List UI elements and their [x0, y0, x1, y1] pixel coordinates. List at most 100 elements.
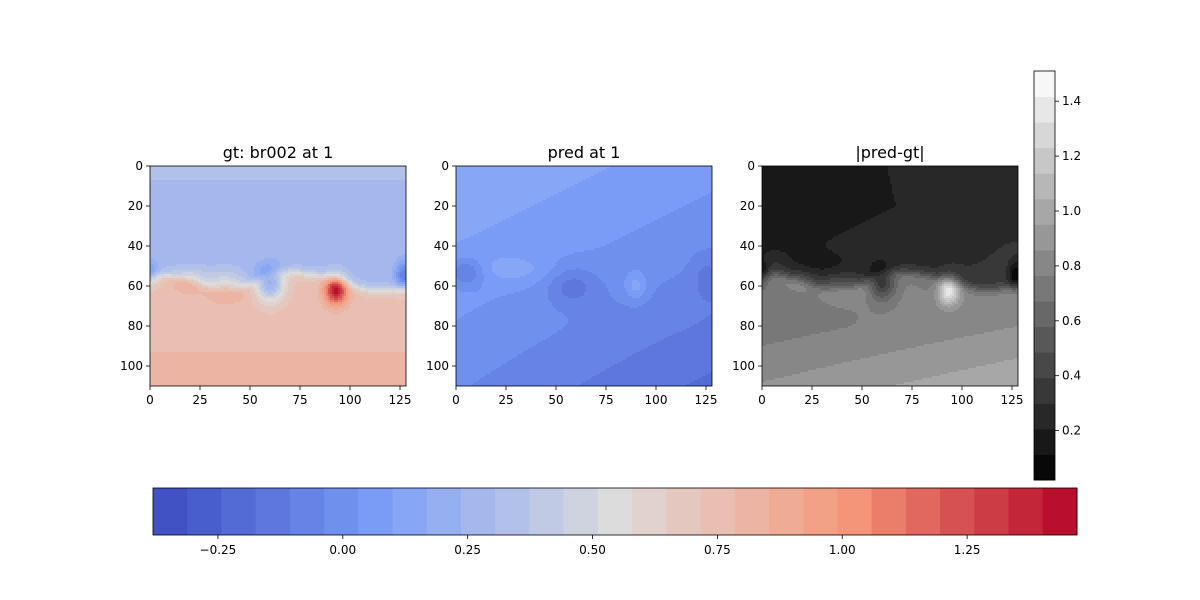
heat-cell — [208, 238, 211, 241]
heat-cell — [264, 218, 267, 221]
heat-cell — [400, 196, 403, 199]
heat-cell — [354, 216, 357, 219]
heat-cell — [180, 196, 183, 199]
heat-cell — [176, 222, 179, 225]
heat-cell — [384, 200, 387, 203]
heat-cell — [192, 222, 195, 225]
heat-cell — [250, 192, 253, 195]
heat-cell — [322, 234, 325, 237]
heat-cell — [402, 182, 405, 185]
heat-cell — [328, 166, 331, 169]
heat-cell — [240, 202, 243, 205]
heat-cell — [270, 230, 273, 233]
heat-cell — [396, 188, 399, 191]
heat-cell — [172, 176, 175, 179]
heat-cell — [352, 224, 355, 227]
heat-cell — [366, 230, 369, 233]
heat-cell — [154, 174, 157, 177]
heat-cell — [230, 214, 233, 217]
heat-cell — [254, 188, 257, 191]
heat-cell — [386, 236, 389, 239]
heat-cell — [296, 194, 299, 197]
heat-cell — [402, 224, 405, 227]
heat-cell — [332, 232, 335, 235]
heat-cell — [328, 200, 331, 203]
heat-cell — [316, 226, 319, 229]
heat-cell — [298, 192, 301, 195]
heat-cell — [238, 182, 241, 185]
heat-cell — [290, 212, 293, 215]
heat-cell — [158, 184, 161, 187]
heat-cell — [164, 182, 167, 185]
heat-cell — [192, 170, 195, 173]
heat-cell — [270, 186, 273, 189]
heat-cell — [318, 232, 321, 235]
heat-cell — [318, 224, 321, 227]
heat-cell — [364, 178, 367, 181]
heat-cell — [280, 216, 283, 219]
heat-cell — [286, 232, 289, 235]
heat-cell — [190, 180, 193, 183]
heat-cell — [270, 190, 273, 193]
heat-cell — [188, 212, 191, 215]
heat-cell — [376, 218, 379, 221]
heat-cell — [388, 172, 391, 175]
heat-cell — [384, 216, 387, 219]
heat-cell — [232, 180, 235, 183]
heat-cell — [230, 242, 233, 245]
heat-cell — [360, 230, 363, 233]
heat-cell — [324, 238, 327, 241]
heat-cell — [154, 228, 157, 231]
heat-cell — [264, 206, 267, 209]
heat-cell — [206, 166, 209, 169]
heat-cell — [312, 202, 315, 205]
heat-cell — [372, 188, 375, 191]
heat-cell — [272, 194, 275, 197]
heat-cell — [176, 200, 179, 203]
heat-cell — [208, 194, 211, 197]
heat-cell — [374, 216, 377, 219]
heat-cell — [400, 178, 403, 181]
heat-cell — [210, 224, 213, 227]
heat-cell — [164, 212, 167, 215]
heat-cell — [386, 206, 389, 209]
heat-cell — [158, 214, 161, 217]
heat-cell — [348, 184, 351, 187]
heat-cell — [372, 192, 375, 195]
heat-cell — [278, 174, 281, 177]
heat-cell — [368, 180, 371, 183]
heat-cell — [288, 228, 291, 231]
heat-cell — [310, 210, 313, 213]
heat-cell — [252, 216, 255, 219]
heat-cell — [286, 186, 289, 189]
heat-cell — [290, 172, 293, 175]
heat-cell — [258, 186, 261, 189]
heat-cell — [328, 214, 331, 217]
heat-cell — [160, 184, 163, 187]
heat-cell — [220, 228, 223, 231]
heat-cell — [210, 232, 213, 235]
heat-cell — [326, 224, 329, 227]
heat-cell — [324, 228, 327, 231]
heat-cell — [388, 220, 391, 223]
heat-cell — [150, 204, 153, 207]
heat-cell — [376, 240, 379, 243]
heat-cell — [250, 178, 253, 181]
heat-cell — [150, 184, 153, 187]
heat-cell — [158, 188, 161, 191]
heat-cell — [386, 200, 389, 203]
heat-cell — [392, 174, 395, 177]
heat-cell — [164, 192, 167, 195]
heat-cell — [198, 176, 201, 179]
heat-cell — [404, 212, 406, 215]
heat-cell — [240, 192, 243, 195]
heat-cell — [300, 206, 303, 209]
heat-cell — [402, 178, 405, 181]
heat-cell — [176, 238, 179, 241]
heat-cell — [330, 172, 333, 175]
heat-cell — [324, 210, 327, 213]
heat-cell — [302, 234, 305, 237]
heat-cell — [378, 222, 381, 225]
heat-cell — [274, 196, 277, 199]
heat-cell — [290, 204, 293, 207]
